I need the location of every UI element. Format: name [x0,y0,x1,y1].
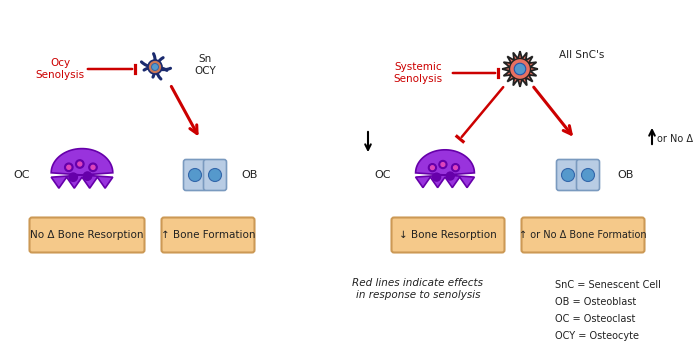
FancyBboxPatch shape [522,217,645,252]
Circle shape [78,162,82,166]
Text: or No Δ: or No Δ [657,134,693,144]
Polygon shape [502,51,538,87]
Circle shape [441,162,444,166]
Text: ↑ or No Δ Bone Formation: ↑ or No Δ Bone Formation [519,230,647,240]
Polygon shape [51,149,113,188]
Text: OCY = Osteocyte: OCY = Osteocyte [555,331,639,341]
Circle shape [510,59,531,80]
Circle shape [514,63,526,75]
FancyBboxPatch shape [29,217,144,252]
Circle shape [76,160,84,168]
FancyBboxPatch shape [391,217,505,252]
Text: OC: OC [14,170,30,180]
Text: OB: OB [618,170,634,180]
Text: OC = Osteoclast: OC = Osteoclast [555,314,636,324]
Circle shape [66,165,71,169]
Text: OB: OB [241,170,258,180]
Circle shape [151,64,158,70]
Text: OB = Osteoblast: OB = Osteoblast [555,297,636,307]
Circle shape [433,173,440,181]
Circle shape [428,164,436,172]
Text: ↓ Bone Resorption: ↓ Bone Resorption [399,230,497,240]
Circle shape [454,166,457,170]
Circle shape [148,60,162,74]
Text: No Δ Bone Resorption: No Δ Bone Resorption [30,230,143,240]
Circle shape [188,169,202,181]
Circle shape [83,172,92,180]
Text: All SnC's: All SnC's [559,50,605,60]
Circle shape [89,163,97,171]
Text: SnC = Senescent Cell: SnC = Senescent Cell [555,280,661,290]
Text: Systemic
Senolysis: Systemic Senolysis [393,62,442,84]
Circle shape [91,165,95,169]
Text: Red lines indicate effects
in response to senolysis: Red lines indicate effects in response t… [353,278,484,300]
FancyBboxPatch shape [204,160,227,191]
Circle shape [69,173,78,181]
Circle shape [561,169,575,181]
Text: ↑ Bone Formation: ↑ Bone Formation [161,230,256,240]
Circle shape [64,163,73,171]
FancyBboxPatch shape [183,160,206,191]
Circle shape [452,164,459,172]
Circle shape [430,166,434,170]
Text: OC: OC [374,170,391,180]
FancyBboxPatch shape [162,217,255,252]
Text: Sn
OCY: Sn OCY [194,54,216,76]
Polygon shape [416,150,475,187]
Circle shape [439,161,447,169]
Circle shape [447,172,454,180]
FancyBboxPatch shape [577,160,599,191]
Text: Ocy
Senolysis: Ocy Senolysis [36,58,85,80]
Circle shape [582,169,594,181]
FancyBboxPatch shape [556,160,580,191]
Circle shape [209,169,221,181]
